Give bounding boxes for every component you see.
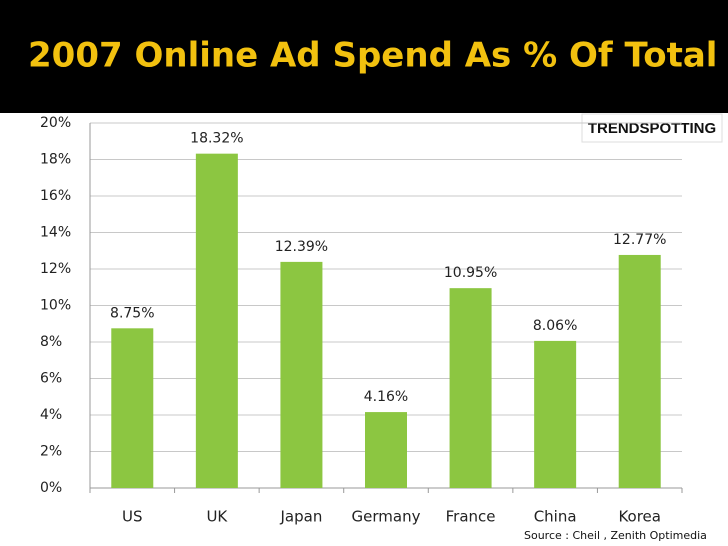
value-label: 4.16% <box>364 389 408 405</box>
y-tick-label: 0% <box>40 480 62 496</box>
y-tick-label: 4% <box>40 407 62 423</box>
bar <box>449 288 492 488</box>
source-note: Source : Cheil , Zenith Optimedia <box>524 529 707 542</box>
bar <box>365 412 407 488</box>
y-tick-label: 16% <box>40 188 71 204</box>
y-tick-label: 18% <box>40 152 71 168</box>
x-tick-label: France <box>446 508 496 526</box>
x-tick-label: Japan <box>280 508 323 526</box>
value-label: 12.77% <box>613 232 666 248</box>
y-tick-label: 2% <box>40 444 62 460</box>
x-tick-label: UK <box>206 508 228 526</box>
bar <box>195 153 238 488</box>
value-label: 18.32% <box>190 131 243 147</box>
y-tick-label: 10% <box>40 298 71 314</box>
logo-box <box>581 113 723 143</box>
y-tick-label: 14% <box>40 225 71 241</box>
y-tick-label: 6% <box>40 371 62 387</box>
bar <box>618 254 661 488</box>
x-tick-label: Germany <box>352 508 421 526</box>
value-label: 12.39% <box>275 239 328 255</box>
value-label: 8.06% <box>533 318 577 334</box>
x-tick-label: China <box>534 508 577 526</box>
x-tick-label: US <box>122 508 143 526</box>
bar <box>111 328 154 488</box>
y-tick-label: 8% <box>40 334 62 350</box>
logo: TRENDSPOTTING <box>588 120 716 137</box>
value-label: 10.95% <box>444 265 497 281</box>
bar <box>280 261 323 488</box>
chart-title: 2007 Online Ad Spend As % Of Total <box>28 36 717 76</box>
y-tick-label: 12% <box>40 261 71 277</box>
x-tick-label: Korea <box>618 508 661 526</box>
bar <box>534 340 577 488</box>
header-bar <box>0 0 728 113</box>
value-label: 8.75% <box>110 305 154 321</box>
y-tick-label: 20% <box>40 115 71 131</box>
